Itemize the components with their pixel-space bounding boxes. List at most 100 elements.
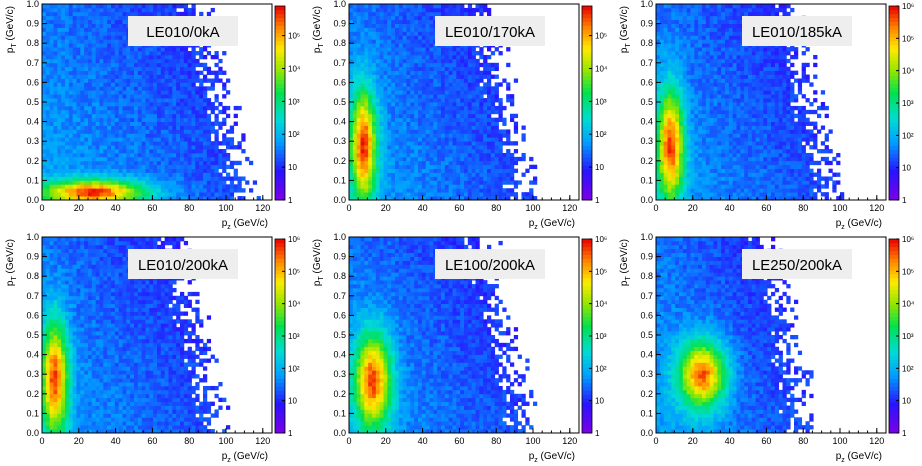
heatmap-cell (130, 66, 135, 72)
heatmap-cell (222, 105, 227, 111)
heatmap-cell (452, 117, 457, 122)
heatmap-cell (475, 145, 480, 150)
heatmap-cell (368, 23, 373, 28)
heatmap-cell (406, 15, 411, 21)
heatmap-cell (429, 82, 434, 87)
heatmap-cell (398, 137, 404, 142)
heatmap-cell (149, 66, 154, 72)
heatmap-cell (659, 27, 665, 32)
heatmap-cell (456, 164, 461, 170)
heatmap-cell (444, 98, 450, 103)
heatmap-cell (479, 125, 484, 130)
heatmap-cell (448, 137, 453, 142)
heatmap-cell (529, 196, 534, 201)
heatmap-cell (191, 180, 196, 185)
heatmap-cell (398, 176, 404, 181)
heatmap-cell (441, 196, 446, 201)
heatmap-cell (61, 188, 66, 193)
heatmap-cell (421, 176, 427, 181)
heatmap-cell (107, 47, 112, 52)
heatmap-cell (448, 117, 453, 122)
heatmap-cell (141, 133, 146, 138)
colorbar-segment (275, 196, 285, 201)
heatmap-cell (487, 102, 492, 107)
heatmap-cell (682, 51, 688, 56)
heatmap-cell (160, 160, 166, 166)
x-tick-label: 120 (562, 203, 577, 213)
heatmap-cell (195, 98, 200, 103)
heatmap-cell (84, 74, 89, 79)
heatmap-cell (406, 121, 411, 126)
heatmap-cell (168, 70, 173, 75)
heatmap-cell (383, 43, 388, 48)
heatmap-cell (356, 23, 361, 28)
x-tick-label: 60 (147, 203, 157, 213)
heatmap-cell (111, 192, 116, 197)
heatmap-cell (91, 109, 97, 115)
heatmap-cell (375, 133, 381, 138)
heatmap-cell (42, 133, 47, 138)
heatmap-cell (180, 70, 185, 75)
heatmap-cell (349, 105, 354, 111)
heatmap-cell (95, 129, 100, 134)
heatmap-cell (45, 156, 51, 162)
heatmap-cell (395, 156, 400, 162)
heatmap-cell (372, 129, 377, 134)
heatmap-cell (383, 31, 388, 36)
heatmap-cell (372, 125, 377, 130)
heatmap-cell (675, 180, 680, 185)
heatmap-cell (441, 145, 446, 150)
heatmap-cell (180, 149, 185, 154)
heatmap-cell (375, 7, 381, 13)
heatmap-cell (111, 164, 116, 170)
heatmap-cell (45, 54, 51, 60)
heatmap-cell (130, 98, 135, 103)
heatmap-cell (360, 102, 365, 107)
heatmap-cell (145, 78, 150, 83)
heatmap-cell (99, 66, 104, 72)
heatmap-cell (425, 149, 430, 154)
heatmap-cell (141, 117, 146, 122)
heatmap-cell (95, 47, 100, 52)
heatmap-cell (479, 11, 484, 17)
heatmap-cell (375, 51, 381, 56)
heatmap-cell (206, 137, 212, 142)
heatmap-cell (72, 105, 77, 111)
heatmap-cell (88, 47, 93, 52)
heatmap-cell (84, 78, 89, 83)
heatmap-cell (682, 152, 688, 158)
heatmap-cell (682, 74, 688, 79)
heatmap-cell (656, 35, 661, 40)
heatmap-cell (452, 51, 457, 56)
heatmap-cell (42, 196, 47, 201)
heatmap-cell (61, 19, 66, 24)
heatmap-cell (663, 98, 668, 103)
heatmap-cell (418, 176, 423, 181)
heatmap-cell (487, 62, 492, 68)
heatmap-cell (379, 192, 384, 197)
heatmap-cell (42, 113, 47, 119)
heatmap-cell (172, 141, 177, 146)
heatmap-cell (134, 145, 139, 150)
heatmap-cell (675, 51, 680, 56)
heatmap-cell (410, 133, 415, 138)
heatmap-cell (452, 58, 457, 64)
heatmap-cell (157, 117, 162, 122)
heatmap-cell (160, 86, 166, 91)
heatmap-cell (107, 125, 112, 130)
heatmap-cell (103, 90, 108, 95)
heatmap-cell (130, 54, 135, 60)
heatmap-cell (172, 168, 177, 173)
heatmap-cell (45, 180, 51, 185)
heatmap-cell (410, 31, 415, 36)
heatmap-cell (118, 109, 123, 115)
heatmap-cell (383, 7, 388, 13)
heatmap-cell (191, 125, 196, 130)
heatmap-cell (479, 78, 484, 83)
heatmap-cell (187, 176, 192, 181)
heatmap-cell (245, 156, 250, 162)
heatmap-cell (387, 125, 392, 130)
heatmap-cell (475, 62, 480, 68)
heatmap-cell (349, 86, 354, 91)
heatmap-cell (467, 82, 473, 87)
